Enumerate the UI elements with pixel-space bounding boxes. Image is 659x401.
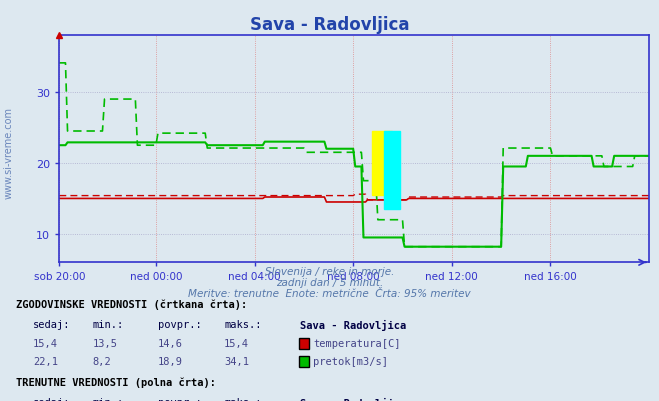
Text: sedaj:: sedaj: <box>33 397 71 401</box>
Text: Slovenija / reke in morje.: Slovenija / reke in morje. <box>265 267 394 277</box>
Text: Meritve: trenutne  Enote: metrične  Črta: 95% meritev: Meritve: trenutne Enote: metrične Črta: … <box>188 288 471 298</box>
Text: 14,6: 14,6 <box>158 338 183 348</box>
Text: maks.:: maks.: <box>224 320 262 330</box>
Text: ZGODOVINSKE VREDNOSTI (črtkana črta):: ZGODOVINSKE VREDNOSTI (črtkana črta): <box>16 299 248 309</box>
Text: 34,1: 34,1 <box>224 356 249 367</box>
Text: Sava - Radovljica: Sava - Radovljica <box>300 320 406 330</box>
Text: temperatura[C]: temperatura[C] <box>313 338 401 348</box>
Text: 15,4: 15,4 <box>224 338 249 348</box>
Text: povpr.:: povpr.: <box>158 397 202 401</box>
Text: zadnji dan / 5 minut.: zadnji dan / 5 minut. <box>276 277 383 288</box>
Text: Sava - Radovljica: Sava - Radovljica <box>250 16 409 34</box>
Text: 18,9: 18,9 <box>158 356 183 367</box>
Text: maks.:: maks.: <box>224 397 262 401</box>
Text: pretok[m3/s]: pretok[m3/s] <box>313 356 388 367</box>
Bar <box>384 132 401 210</box>
Text: povpr.:: povpr.: <box>158 320 202 330</box>
Text: Sava - Radovljica: Sava - Radovljica <box>300 397 406 401</box>
Text: TRENUTNE VREDNOSTI (polna črta):: TRENUTNE VREDNOSTI (polna črta): <box>16 377 216 387</box>
Text: min.:: min.: <box>92 320 123 330</box>
Text: 8,2: 8,2 <box>92 356 111 367</box>
Text: sedaj:: sedaj: <box>33 320 71 330</box>
Text: min.:: min.: <box>92 397 123 401</box>
Text: www.si-vreme.com: www.si-vreme.com <box>3 107 14 198</box>
Bar <box>372 132 392 195</box>
Text: 15,4: 15,4 <box>33 338 58 348</box>
Text: 22,1: 22,1 <box>33 356 58 367</box>
Text: 13,5: 13,5 <box>92 338 117 348</box>
